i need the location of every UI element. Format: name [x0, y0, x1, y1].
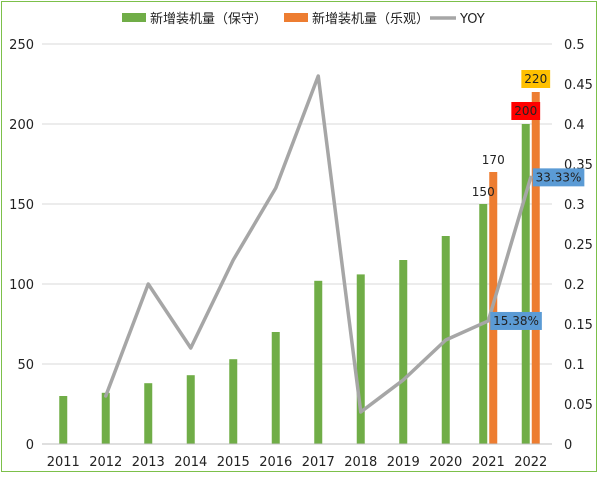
data-label: 200	[511, 102, 541, 120]
legend-label: 新增装机量（保守）	[150, 11, 267, 27]
legend-swatch	[122, 13, 146, 22]
left-tick-label: 0	[26, 438, 34, 453]
data-label: 15.38%	[490, 311, 542, 330]
legend-conservative: 新增装机量（保守）	[122, 11, 267, 27]
data-label-box	[532, 168, 585, 187]
data-label-text: 33.33%	[536, 170, 582, 184]
data-label-text: 150	[472, 185, 495, 199]
x-tick-label: 2021	[472, 455, 505, 470]
x-tick-label: 2012	[89, 455, 122, 470]
right-tick-label: 0.05	[564, 398, 593, 413]
data-label: 150	[472, 185, 495, 199]
bar-conservative	[229, 359, 238, 444]
legend-yoy: YOY	[430, 12, 485, 27]
right-tick-label: 0.25	[564, 238, 593, 253]
data-label-text: 170	[482, 153, 505, 167]
legend-optimistic: 新增装机量（乐观）	[284, 11, 429, 27]
data-label-box	[511, 102, 541, 120]
bar-conservative	[314, 280, 323, 444]
x-tick-label: 2014	[174, 455, 207, 470]
legend-layer: 新增装机量（保守） 新增装机量（乐观） YOY	[122, 11, 485, 27]
right-tick-label: 0.4	[564, 118, 585, 133]
bar-layer	[59, 92, 540, 444]
x-tick-label: 2015	[217, 455, 250, 470]
legend-swatch	[284, 13, 308, 22]
data-label-text: 15.38%	[493, 314, 539, 328]
bar-conservative	[186, 375, 195, 444]
x-tick-label: 2022	[514, 455, 547, 470]
label-layer: 150 170 200 220 15.38% 33.33%	[472, 70, 585, 330]
bar-optimistic	[531, 92, 540, 444]
right-tick-label: 0.15	[564, 318, 593, 333]
bar-conservative	[59, 396, 68, 444]
right-tick-label: 0.2	[564, 278, 585, 293]
right-tick-label: 0.45	[564, 78, 593, 93]
left-tick-label: 150	[9, 198, 34, 213]
x-tick-label: 2011	[47, 455, 80, 470]
data-label-text: 220	[524, 72, 547, 86]
data-label: 220	[521, 70, 551, 88]
bar-conservative	[356, 274, 365, 444]
x-tick-label: 2016	[259, 455, 292, 470]
right-tick-label: 0	[564, 438, 572, 453]
left-tick-label: 250	[9, 38, 34, 53]
left-tick-label: 50	[17, 358, 34, 373]
x-tick-label: 2020	[429, 455, 462, 470]
data-label: 170	[482, 153, 505, 167]
legend-label: 新增装机量（乐观）	[312, 11, 429, 27]
x-tick-label: 2019	[387, 455, 420, 470]
right-tick-label: 0.5	[564, 38, 585, 53]
bar-conservative	[271, 332, 280, 444]
x-tick-label: 2013	[132, 455, 165, 470]
yoy-line	[104, 74, 533, 414]
bar-conservative	[144, 383, 153, 444]
bar-conservative	[101, 392, 110, 444]
line-layer	[104, 74, 533, 414]
bar-conservative	[399, 260, 408, 444]
axis-layer: 05010015020025000.050.10.150.20.250.30.3…	[9, 38, 593, 470]
data-label-box	[490, 311, 542, 330]
left-tick-label: 200	[9, 118, 34, 133]
left-tick-label: 100	[9, 278, 34, 293]
bar-conservative	[521, 124, 530, 444]
data-label-box	[521, 70, 551, 88]
legend-label: YOY	[459, 12, 485, 27]
grid-layer	[42, 43, 552, 365]
x-tick-label: 2017	[302, 455, 335, 470]
right-tick-label: 0.1	[564, 358, 585, 373]
data-label: 33.33%	[532, 168, 585, 187]
right-tick-label: 0.3	[564, 198, 585, 213]
data-label-text: 200	[514, 104, 537, 118]
x-tick-label: 2018	[344, 455, 377, 470]
